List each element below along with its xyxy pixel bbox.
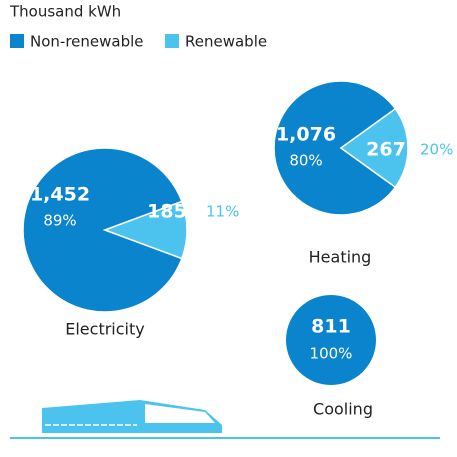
pie-title: Heating (309, 248, 372, 267)
pie-slice (273, 80, 397, 216)
pie-slice (286, 295, 376, 385)
pie-slice (102, 200, 188, 260)
building-icon (42, 400, 222, 433)
value-label: 185 (147, 201, 187, 223)
legend-label: Renewable (185, 33, 267, 51)
value-label: 811 (311, 316, 351, 338)
legend-swatch (165, 34, 179, 48)
percent-label: 100% (310, 345, 353, 363)
percent-label: 80% (289, 152, 322, 170)
legend-swatch (10, 34, 24, 48)
pie-title: Cooling (313, 400, 373, 419)
percent-label: 89% (43, 212, 76, 230)
value-label: 267 (366, 139, 406, 161)
percent-label: 20% (420, 141, 453, 159)
pie-title: Electricity (65, 320, 144, 339)
pie-slice (339, 107, 409, 189)
unit-label: Thousand kWh (9, 3, 121, 21)
value-label: 1,076 (276, 124, 336, 146)
pie-slice (22, 147, 183, 313)
value-label: 1,452 (30, 184, 90, 206)
percent-label: 11% (206, 203, 239, 221)
legend-label: Non-renewable (30, 33, 144, 51)
